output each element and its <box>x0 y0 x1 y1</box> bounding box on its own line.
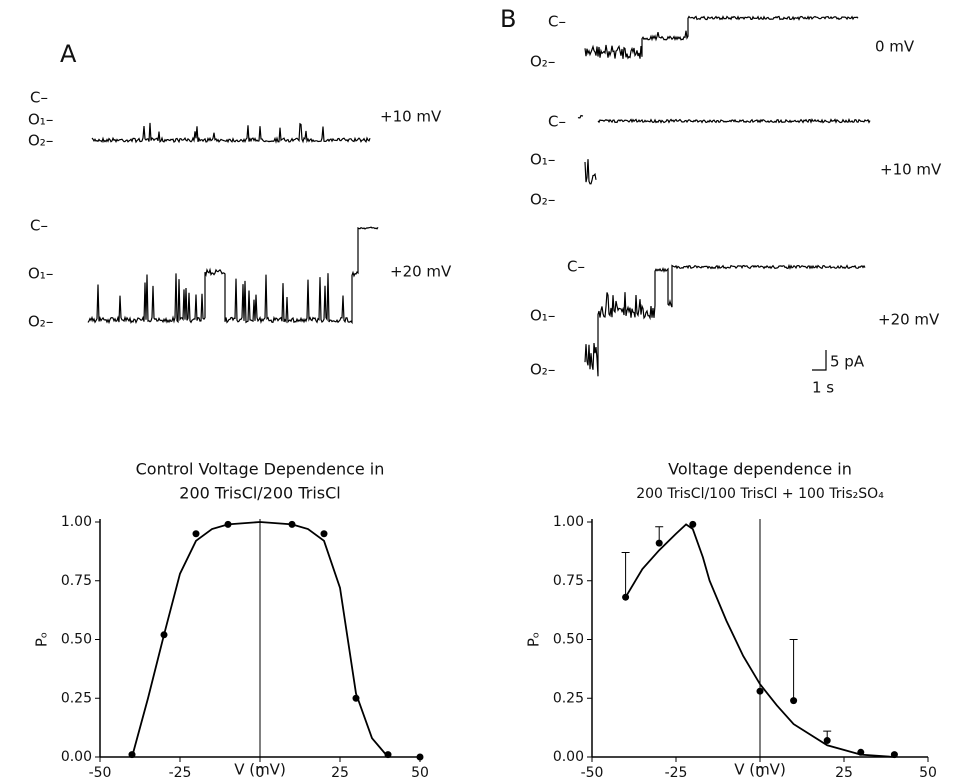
y-tick-label: 0.75 <box>61 573 92 589</box>
voltage-label: +20 mV <box>878 311 940 329</box>
x-tick-label: 25 <box>835 765 853 779</box>
y-tick-label: 0.75 <box>553 573 584 589</box>
level-label: O₁– <box>530 307 555 325</box>
voltage-label: +10 mV <box>880 161 942 179</box>
level-label: O₂– <box>530 361 555 379</box>
level-label: O₂– <box>530 53 555 71</box>
x-tick-label: 0 <box>756 765 765 779</box>
y-tick-label: 1.00 <box>61 514 92 530</box>
scale-label: 5 pA <box>830 353 865 371</box>
current-trace <box>87 226 379 325</box>
voltage-label: +20 mV <box>390 263 452 281</box>
level-label: C– <box>30 217 48 235</box>
level-label: C– <box>548 13 566 31</box>
data-point <box>756 687 764 695</box>
y-tick-label: 0.50 <box>553 632 584 648</box>
data-point <box>655 539 663 547</box>
x-tick-label: 50 <box>919 765 937 779</box>
level-label: O₁– <box>28 111 53 129</box>
x-tick-label: 25 <box>331 765 349 779</box>
y-tick-label: 0.25 <box>61 690 92 706</box>
current-trace <box>597 118 871 124</box>
fit-curve <box>624 523 895 758</box>
y-tick-label: 0.50 <box>61 632 92 648</box>
x-axis-label: V (mV) <box>734 761 786 779</box>
data-point <box>790 697 798 705</box>
level-label: O₁– <box>28 265 53 283</box>
current-trace <box>91 122 371 144</box>
data-point <box>320 530 328 538</box>
current-trace <box>584 159 597 185</box>
scale-label: 1 s <box>812 379 834 397</box>
data-point <box>689 520 697 528</box>
chart-subtitle: 200 TrisCl/200 TrisCl <box>179 484 340 503</box>
x-tick-label: -25 <box>665 765 688 779</box>
level-label: O₂– <box>530 191 555 209</box>
x-tick-label: -50 <box>89 765 112 779</box>
data-point <box>823 737 831 745</box>
error-bar <box>621 552 630 598</box>
x-tick-label: -50 <box>581 765 604 779</box>
scale-bar <box>812 350 827 371</box>
level-label: C– <box>548 113 566 131</box>
x-tick-label: 0 <box>256 765 265 779</box>
current-trace <box>584 263 866 377</box>
panel-label: B <box>500 5 516 33</box>
data-point <box>192 530 200 538</box>
x-axis-label: V (mV) <box>234 761 286 779</box>
y-tick-label: 0.00 <box>553 749 584 765</box>
level-label: O₂– <box>28 132 53 150</box>
x-tick-label: 50 <box>411 765 429 779</box>
error-bar <box>789 639 798 701</box>
y-axis-label: Pₒ <box>525 632 543 647</box>
chart-title: Control Voltage Dependence in <box>136 460 385 479</box>
current-trace <box>584 15 859 60</box>
level-label: O₁– <box>530 151 555 169</box>
voltage-label: 0 mV <box>875 38 915 56</box>
y-tick-label: 0.00 <box>61 749 92 765</box>
chart-subtitle: 200 TrisCl/100 TrisCl + 100 Tris₂SO₄ <box>636 486 884 502</box>
level-label: C– <box>567 258 585 276</box>
panel-label: A <box>60 40 77 68</box>
current-trace <box>577 114 584 119</box>
voltage-label: +10 mV <box>380 108 442 126</box>
y-tick-label: 0.25 <box>553 690 584 706</box>
y-axis-label: Pₒ <box>33 632 51 647</box>
fit-curve <box>131 521 389 758</box>
x-tick-label: -25 <box>169 765 192 779</box>
level-label: C– <box>30 89 48 107</box>
data-point <box>416 753 424 761</box>
chart-title: Voltage dependence in <box>668 460 852 479</box>
y-tick-label: 1.00 <box>553 514 584 530</box>
level-label: O₂– <box>28 313 53 331</box>
data-point <box>384 751 392 759</box>
